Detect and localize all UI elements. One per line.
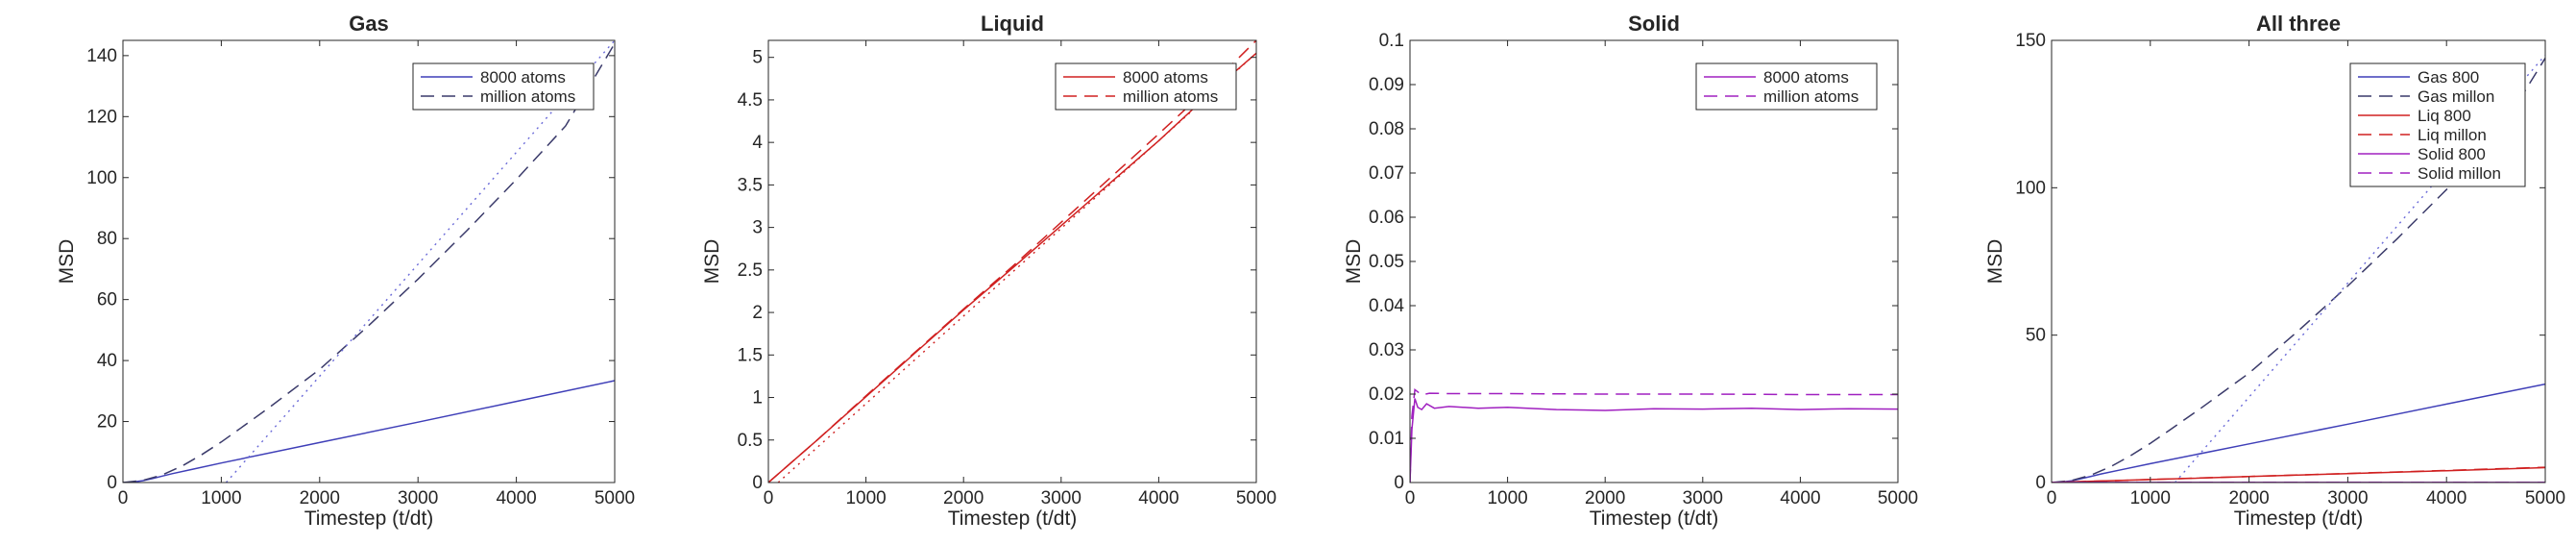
legend-entry: Liq 800 bbox=[2418, 107, 2471, 125]
x-tick-label: 5000 bbox=[1878, 488, 1918, 508]
y-tick-label: 0.05 bbox=[1369, 252, 1404, 272]
x-tick-label: 2000 bbox=[2228, 488, 2269, 508]
series-line-gas-800 bbox=[2052, 384, 2545, 483]
x-tick-label: 5000 bbox=[1236, 488, 1276, 508]
x-axis-label: Timestep (t/dt) bbox=[304, 508, 434, 530]
series-line-million-atoms bbox=[1410, 389, 1898, 483]
y-tick-label: 0 bbox=[752, 473, 763, 493]
y-tick-label: 3 bbox=[752, 218, 763, 238]
y-tick-label: 0.08 bbox=[1369, 119, 1404, 139]
legend-entry: Solid millon bbox=[2418, 164, 2501, 183]
legend-entry: million atoms bbox=[1123, 87, 1218, 106]
x-tick-label: 2000 bbox=[300, 488, 340, 508]
y-tick-label: 50 bbox=[2026, 326, 2046, 346]
chart-title: All three bbox=[2256, 12, 2341, 36]
y-tick-label: 0.09 bbox=[1369, 75, 1404, 95]
y-axis-label: MSD bbox=[56, 239, 78, 285]
x-tick-label: 1000 bbox=[845, 488, 886, 508]
y-tick-label: 100 bbox=[86, 168, 117, 188]
x-tick-label: 0 bbox=[118, 488, 129, 508]
x-tick-label: 1000 bbox=[1487, 488, 1527, 508]
y-axis-label: MSD bbox=[701, 239, 723, 285]
x-tick-label: 0 bbox=[764, 488, 774, 508]
series-line-8000-atoms bbox=[1410, 399, 1898, 483]
y-axis-label: MSD bbox=[1343, 239, 1365, 285]
chart-title: Gas bbox=[349, 12, 389, 36]
legend-entry: 8000 atoms bbox=[1763, 68, 1849, 87]
series-line-fit-2 bbox=[778, 53, 1256, 483]
y-tick-label: 3.5 bbox=[738, 175, 763, 195]
x-tick-label: 4000 bbox=[2426, 488, 2467, 508]
x-tick-label: 3000 bbox=[2327, 488, 2368, 508]
x-tick-label: 1000 bbox=[2130, 488, 2171, 508]
y-tick-label: 40 bbox=[97, 351, 117, 371]
x-tick-label: 1000 bbox=[201, 488, 241, 508]
x-tick-label: 0 bbox=[1405, 488, 1416, 508]
y-axis-label: MSD bbox=[1984, 239, 2006, 285]
x-tick-label: 2000 bbox=[943, 488, 984, 508]
chart-title: Liquid bbox=[981, 12, 1044, 36]
series-line-8000-atoms bbox=[123, 381, 615, 483]
legend-entry: Gas 800 bbox=[2418, 68, 2479, 87]
x-axis-label: Timestep (t/dt) bbox=[948, 508, 1078, 530]
legend-entry: million atoms bbox=[480, 87, 575, 106]
y-tick-label: 2.5 bbox=[738, 260, 763, 281]
y-tick-label: 100 bbox=[2015, 178, 2046, 198]
y-tick-label: 0.06 bbox=[1369, 208, 1404, 228]
y-tick-label: 20 bbox=[97, 412, 117, 433]
y-tick-label: 0.01 bbox=[1369, 429, 1404, 449]
x-axis-label: Timestep (t/dt) bbox=[1590, 508, 1719, 530]
legend-entry: 8000 atoms bbox=[1123, 68, 1208, 87]
chart-title: Solid bbox=[1628, 12, 1680, 36]
y-tick-label: 0.03 bbox=[1369, 340, 1404, 360]
chart-1: 0 1000 2000 3000 4000 5000 0 0.5 1 1.5 2 2.5 3 3.5 4 4.… bbox=[701, 12, 1276, 530]
y-tick-label: 0.1 bbox=[1379, 31, 1404, 51]
legend-entry: Gas millon bbox=[2418, 87, 2494, 106]
y-tick-label: 0 bbox=[2035, 473, 2046, 493]
x-tick-label: 3000 bbox=[1041, 488, 1081, 508]
y-tick-label: 0.02 bbox=[1369, 384, 1404, 405]
y-tick-label: 120 bbox=[86, 107, 117, 127]
x-tick-label: 4000 bbox=[1780, 488, 1820, 508]
x-tick-label: 3000 bbox=[1683, 488, 1723, 508]
legend-entry: 8000 atoms bbox=[480, 68, 566, 87]
chart-0: 0 1000 2000 3000 4000 5000 0 20 40 60 80 100 120 140 G… bbox=[56, 12, 635, 530]
y-tick-label: 0.07 bbox=[1369, 163, 1404, 184]
x-tick-label: 0 bbox=[2047, 488, 2057, 508]
x-axis-label: Timestep (t/dt) bbox=[2234, 508, 2364, 530]
y-tick-label: 0 bbox=[107, 473, 117, 493]
x-tick-label: 3000 bbox=[398, 488, 438, 508]
x-tick-label: 4000 bbox=[1138, 488, 1179, 508]
legend-entry: Liq millon bbox=[2418, 126, 2487, 144]
y-tick-label: 4.5 bbox=[738, 90, 763, 111]
x-tick-label: 4000 bbox=[496, 488, 536, 508]
y-tick-label: 60 bbox=[97, 290, 117, 310]
y-tick-label: 80 bbox=[97, 229, 117, 249]
y-tick-label: 5 bbox=[752, 48, 763, 68]
y-tick-label: 2 bbox=[752, 303, 763, 323]
legend-entry: Solid 800 bbox=[2418, 145, 2486, 163]
y-tick-label: 150 bbox=[2015, 31, 2046, 51]
chart-2: 0 1000 2000 3000 4000 5000 0 0.01 0.02 0.03 0.04 0.… bbox=[1343, 12, 1918, 530]
x-tick-label: 2000 bbox=[1585, 488, 1625, 508]
legend-entry: million atoms bbox=[1763, 87, 1859, 106]
x-tick-label: 5000 bbox=[595, 488, 635, 508]
x-tick-label: 5000 bbox=[2525, 488, 2565, 508]
chart-3: 0 1000 2000 3000 4000 5000 0 50 100 150 All three T… bbox=[1984, 12, 2565, 530]
y-tick-label: 4 bbox=[752, 133, 763, 153]
y-tick-label: 0.5 bbox=[738, 431, 763, 451]
y-tick-label: 0 bbox=[1394, 473, 1404, 493]
y-tick-label: 1.5 bbox=[738, 345, 763, 365]
y-tick-label: 140 bbox=[86, 46, 117, 66]
y-tick-label: 1 bbox=[752, 388, 763, 409]
y-tick-label: 0.04 bbox=[1369, 296, 1404, 316]
